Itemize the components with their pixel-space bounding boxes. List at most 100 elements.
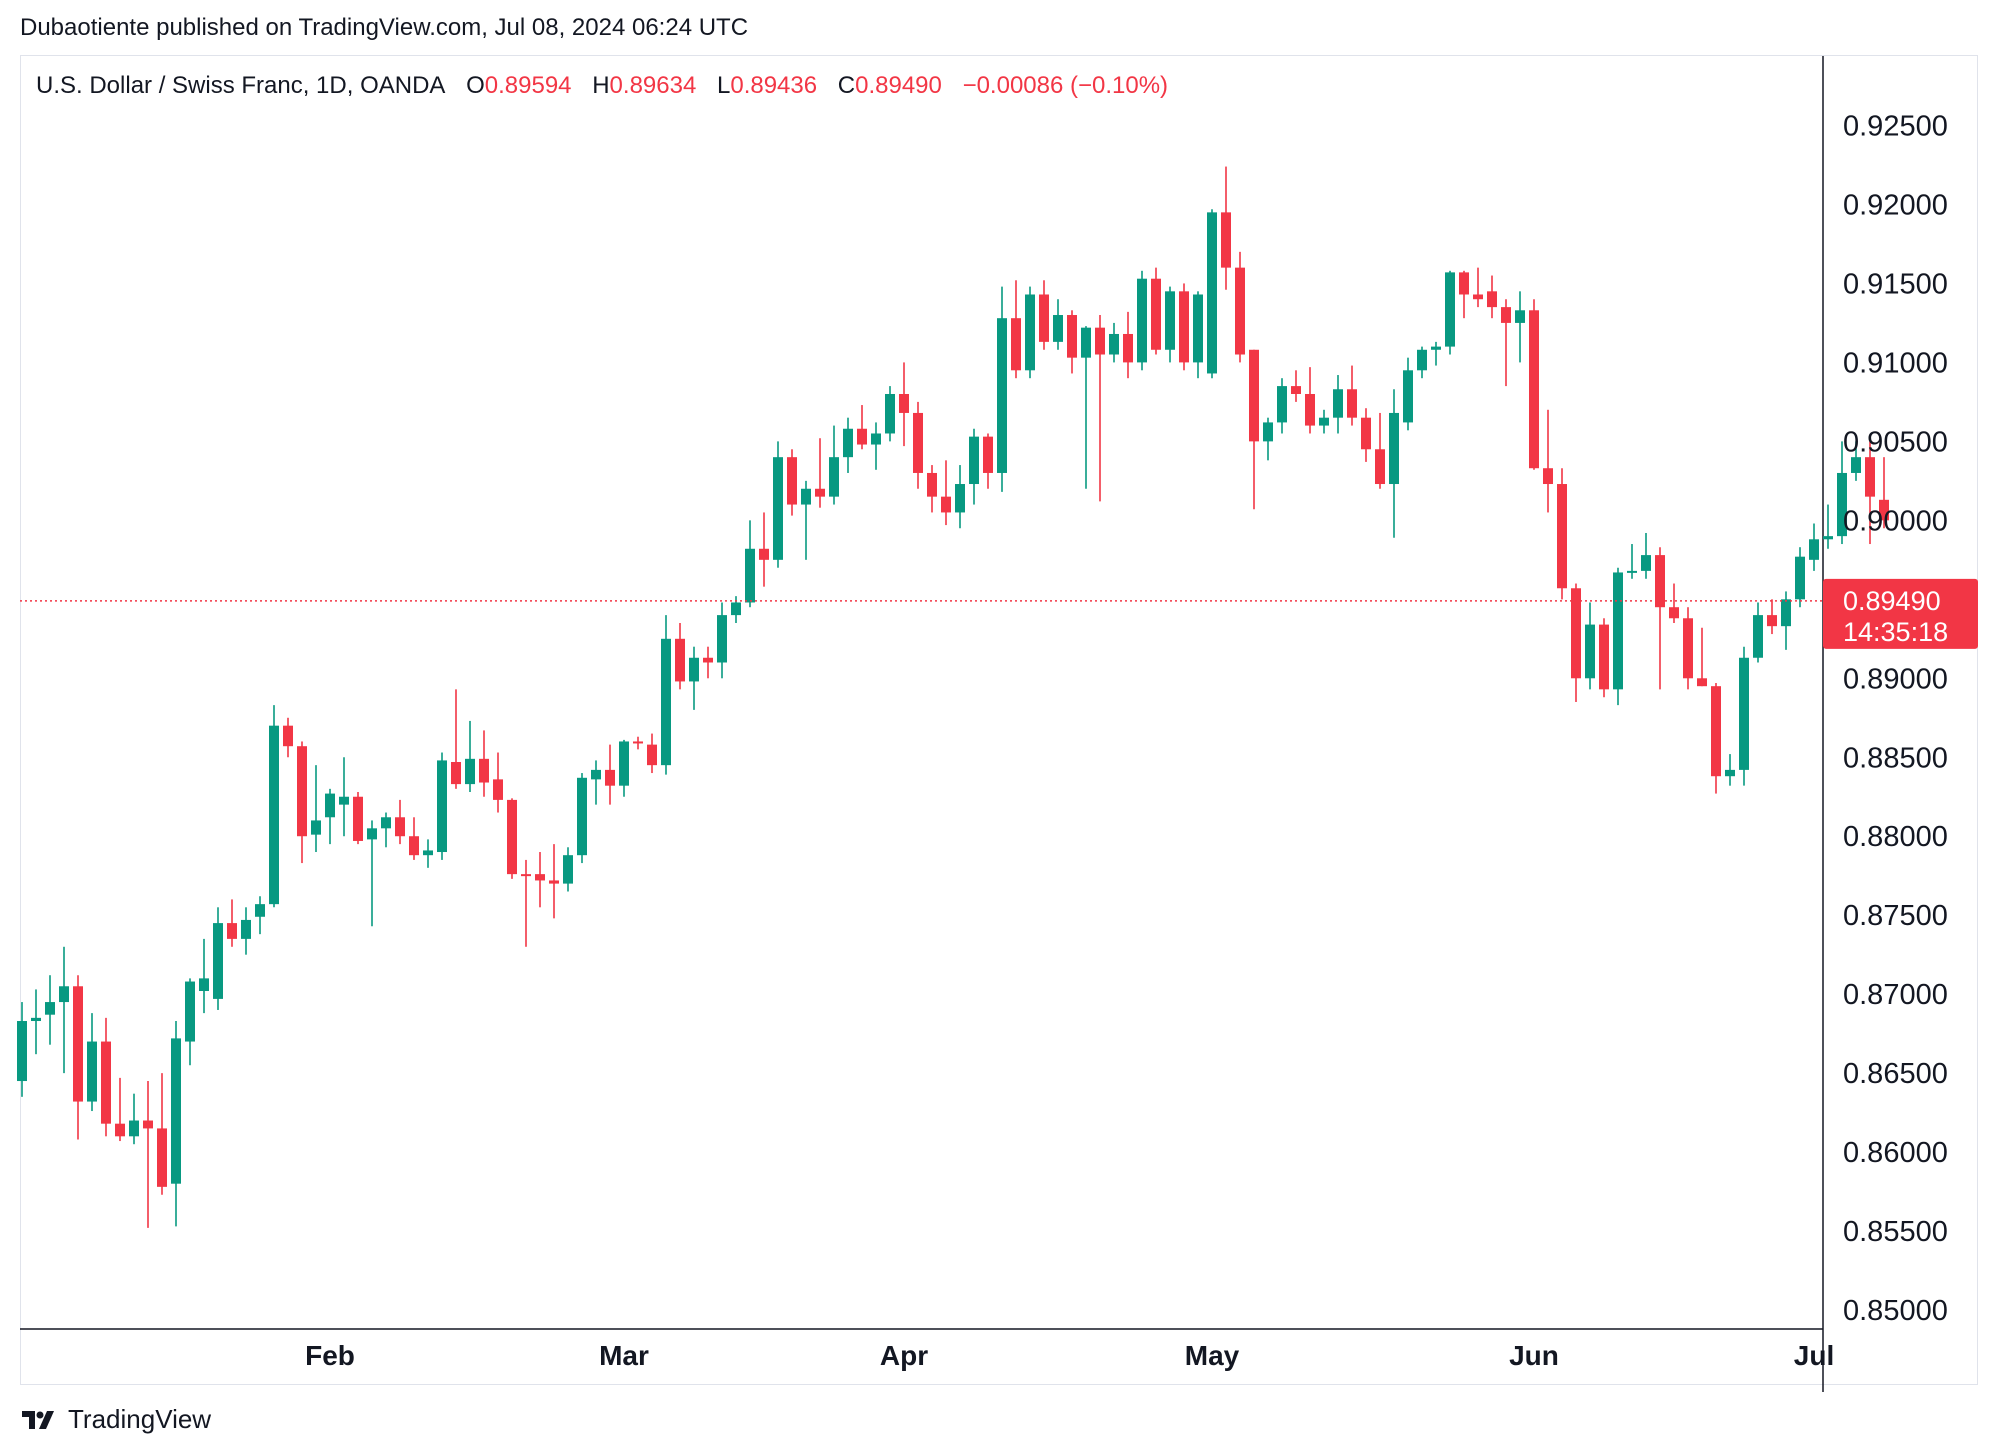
candle[interactable] xyxy=(353,792,363,845)
candle[interactable] xyxy=(129,1093,139,1145)
candle[interactable] xyxy=(1263,417,1273,461)
candle[interactable] xyxy=(1515,291,1525,363)
candle[interactable] xyxy=(367,820,377,927)
candle[interactable] xyxy=(1697,627,1707,687)
candle[interactable] xyxy=(157,1073,167,1195)
candle[interactable] xyxy=(1837,441,1847,545)
candle[interactable] xyxy=(1165,286,1175,363)
candle[interactable] xyxy=(1235,251,1245,363)
candle[interactable] xyxy=(325,788,335,845)
candle[interactable] xyxy=(801,480,811,560)
candle[interactable] xyxy=(1011,280,1021,379)
candle[interactable] xyxy=(1557,468,1567,600)
candle[interactable] xyxy=(1669,583,1679,624)
candle[interactable] xyxy=(1767,599,1777,635)
candle[interactable] xyxy=(185,978,195,1066)
candle[interactable] xyxy=(1333,375,1343,434)
candle[interactable] xyxy=(297,741,307,864)
candle[interactable] xyxy=(479,730,489,797)
candle[interactable] xyxy=(885,386,895,442)
candle[interactable] xyxy=(1711,683,1721,794)
candle[interactable] xyxy=(1305,367,1315,434)
candle[interactable] xyxy=(1389,389,1399,538)
candle[interactable] xyxy=(1725,754,1735,786)
candle[interactable] xyxy=(899,362,909,447)
candle[interactable] xyxy=(1585,602,1595,690)
candle[interactable] xyxy=(143,1081,153,1228)
candle[interactable] xyxy=(549,844,559,919)
candle[interactable] xyxy=(45,975,55,1045)
candle[interactable] xyxy=(1221,166,1231,290)
candle[interactable] xyxy=(1193,291,1203,379)
candle[interactable] xyxy=(395,799,405,845)
candle[interactable] xyxy=(1179,283,1189,371)
candle[interactable] xyxy=(745,520,755,608)
candle[interactable] xyxy=(1277,378,1287,434)
tradingview-logo[interactable]: TradingView xyxy=(20,1404,211,1435)
candle[interactable] xyxy=(465,720,475,793)
candle[interactable] xyxy=(1753,602,1763,663)
candle[interactable] xyxy=(857,405,867,450)
candle[interactable] xyxy=(1319,409,1329,434)
candle[interactable] xyxy=(1109,322,1119,363)
candle[interactable] xyxy=(843,417,853,473)
candle[interactable] xyxy=(1473,267,1483,308)
symbol-description[interactable]: U.S. Dollar / Swiss Franc, 1D, OANDA xyxy=(36,72,446,99)
candle[interactable] xyxy=(283,717,293,758)
candle[interactable] xyxy=(423,839,433,868)
candle[interactable] xyxy=(717,602,727,679)
candle[interactable] xyxy=(227,899,237,947)
candle[interactable] xyxy=(31,989,41,1055)
candle[interactable] xyxy=(829,425,839,505)
candle[interactable] xyxy=(1529,299,1539,470)
candle[interactable] xyxy=(1137,270,1147,371)
candle[interactable] xyxy=(311,765,321,853)
candle[interactable] xyxy=(339,757,349,837)
candle[interactable] xyxy=(787,449,797,516)
candle[interactable] xyxy=(409,817,419,860)
candle[interactable] xyxy=(1417,346,1427,379)
candle[interactable] xyxy=(619,739,629,797)
chart-frame[interactable] xyxy=(20,55,1978,1385)
candle[interactable] xyxy=(1459,270,1469,319)
candle[interactable] xyxy=(591,760,601,805)
candle[interactable] xyxy=(17,1002,27,1097)
candle[interactable] xyxy=(1431,341,1441,366)
candle[interactable] xyxy=(969,428,979,505)
candle[interactable] xyxy=(451,689,461,789)
candle[interactable] xyxy=(871,422,881,470)
candle[interactable] xyxy=(689,646,699,710)
candle[interactable] xyxy=(1795,547,1805,608)
candle[interactable] xyxy=(941,460,951,526)
candle[interactable] xyxy=(1655,547,1665,690)
candle[interactable] xyxy=(1053,299,1063,350)
candle[interactable] xyxy=(1823,504,1833,549)
candle[interactable] xyxy=(1207,209,1217,379)
candle[interactable] xyxy=(1865,441,1875,545)
candle[interactable] xyxy=(1361,408,1371,462)
candle[interactable] xyxy=(1403,357,1413,431)
candle[interactable] xyxy=(1081,326,1091,489)
candle[interactable] xyxy=(1851,441,1861,481)
candle[interactable] xyxy=(437,752,447,860)
candle[interactable] xyxy=(59,946,69,1074)
candle[interactable] xyxy=(997,286,1007,492)
candle[interactable] xyxy=(633,736,643,750)
time-axis[interactable]: Feb Mar Apr May Jun Jul xyxy=(305,1340,1834,1371)
candle[interactable] xyxy=(73,975,83,1140)
candle[interactable] xyxy=(507,798,517,879)
candle[interactable] xyxy=(773,441,783,568)
candle[interactable] xyxy=(1879,457,1889,529)
candle[interactable] xyxy=(535,852,545,908)
candle[interactable] xyxy=(913,401,923,489)
candle[interactable] xyxy=(1039,280,1049,350)
candle[interactable] xyxy=(703,646,713,679)
candle[interactable] xyxy=(171,1021,181,1227)
candle[interactable] xyxy=(647,733,657,774)
candle[interactable] xyxy=(1095,315,1105,502)
candle[interactable] xyxy=(1291,370,1301,402)
candle[interactable] xyxy=(381,812,391,848)
candle[interactable] xyxy=(1739,646,1749,786)
candle[interactable] xyxy=(1249,349,1259,510)
candle[interactable] xyxy=(1809,523,1819,571)
